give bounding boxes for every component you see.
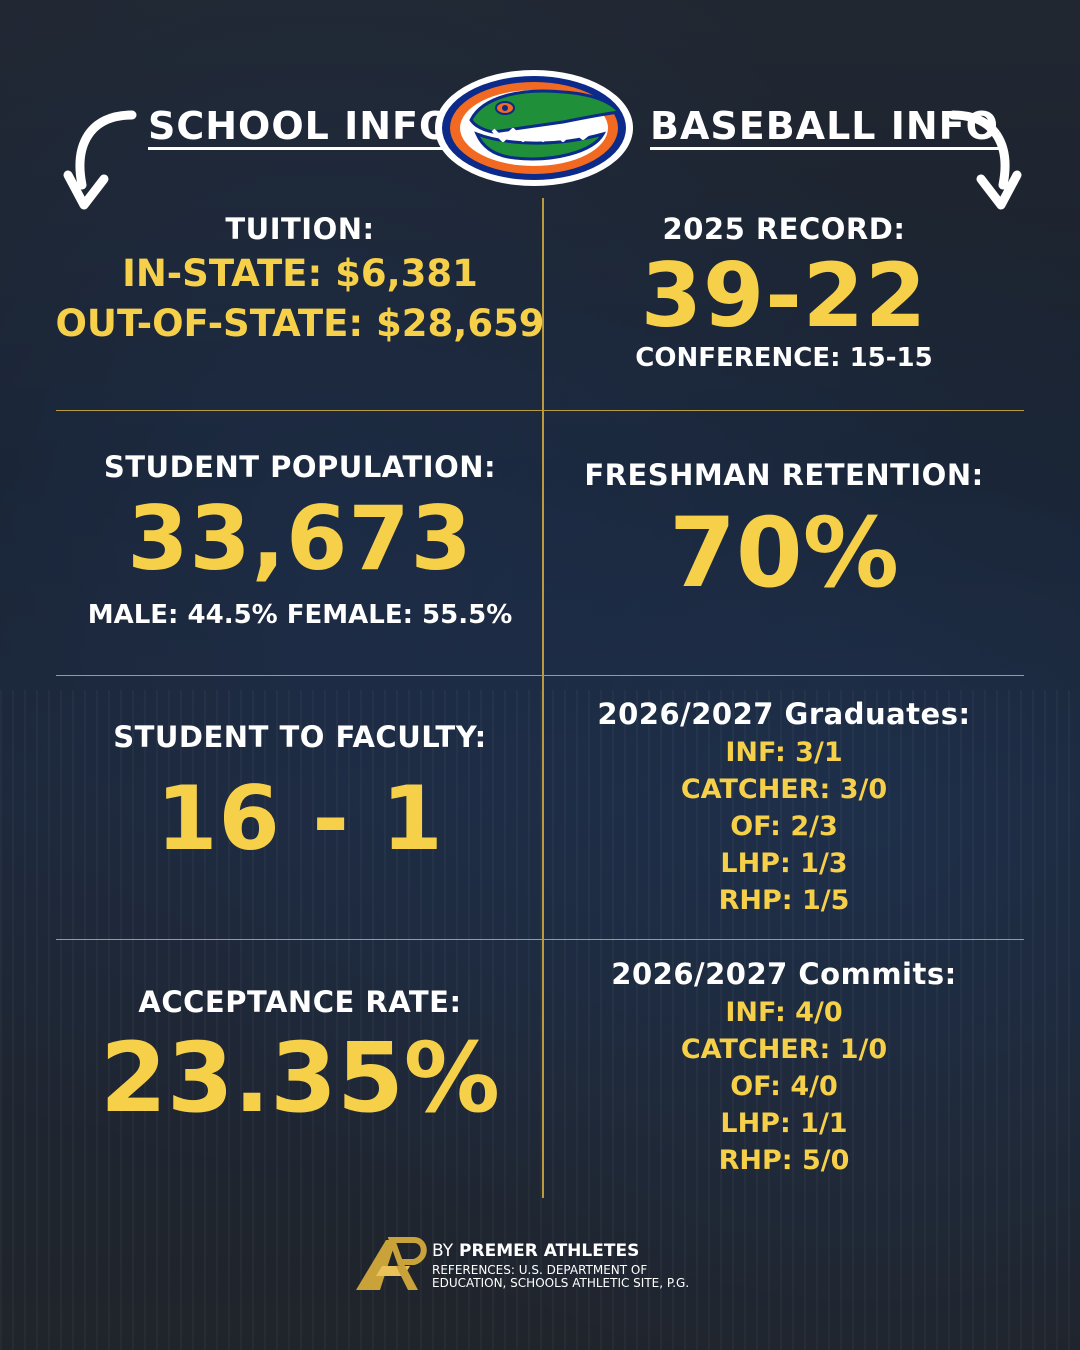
- list-item: OF: 4/0: [730, 1071, 838, 1102]
- footer-references: REFERENCES: U.S. DEPARTMENT OF EDUCATION…: [432, 1264, 689, 1290]
- commits-list: INF: 4/0 CATCHER: 1/0 OF: 4/0 LHP: 1/1 R…: [544, 994, 1024, 1179]
- row-divider-3: [56, 939, 1024, 940]
- school-info-header: SCHOOL INFO: [148, 104, 453, 148]
- references-line-2: EDUCATION, SCHOOLS ATHLETIC SITE, P.G.: [432, 1276, 690, 1290]
- list-item: LHP: 1/3: [720, 848, 848, 879]
- tuition-in-state: IN-STATE: $6,381: [122, 252, 478, 295]
- list-item: CATCHER: 3/0: [680, 774, 888, 805]
- acceptance-rate-value: 23.35%: [100, 1022, 500, 1134]
- curved-arrow-right-icon: [948, 110, 1022, 210]
- premer-athletes-logo-icon: [356, 1237, 427, 1290]
- list-item: RHP: 5/0: [718, 1145, 850, 1176]
- student-population-value: 33,673: [127, 487, 473, 590]
- list-item: LHP: 1/1: [720, 1108, 848, 1139]
- gender-split: MALE: 44.5% FEMALE: 55.5%: [87, 600, 513, 630]
- tuition-out-of-state: OUT-OF-STATE: $28,659: [55, 302, 545, 345]
- tuition-label: TUITION:: [225, 212, 375, 246]
- list-item: CATCHER: 1/0: [680, 1034, 888, 1065]
- conference-record: CONFERENCE: 15-15: [635, 343, 933, 373]
- footer-by: BY: [432, 1241, 454, 1261]
- background-photo-pinstripes: [0, 690, 1080, 1350]
- student-faculty-label: STUDENT TO FACULTY:: [113, 720, 487, 754]
- graduates-label: 2026/2027 Graduates:: [597, 697, 971, 731]
- graduates-list: INF: 3/1 CATCHER: 3/0 OF: 2/3 LHP: 1/3 R…: [544, 734, 1024, 919]
- student-population-label: STUDENT POPULATION:: [103, 450, 497, 484]
- florida-gators-logo-icon: [435, 70, 633, 186]
- footer-credit: BY PREMER ATHLETES: [432, 1241, 639, 1261]
- record-value: 39-22: [640, 244, 928, 347]
- acceptance-rate-label: ACCEPTANCE RATE:: [138, 985, 462, 1019]
- list-item: INF: 3/1: [725, 737, 843, 768]
- record-label: 2025 RECORD:: [662, 212, 906, 246]
- column-divider: [542, 198, 544, 1198]
- commits-label: 2026/2027 Commits:: [611, 957, 957, 991]
- freshman-retention-value: 70%: [669, 497, 899, 609]
- list-item: OF: 2/3: [730, 811, 838, 842]
- row-divider-1: [56, 410, 1024, 411]
- student-faculty-value: 16 - 1: [156, 767, 444, 870]
- baseball-info-header: BASEBALL INFO: [650, 104, 999, 148]
- curved-arrow-left-icon: [63, 110, 137, 210]
- freshman-retention-label: FRESHMAN RETENTION:: [584, 458, 984, 492]
- list-item: INF: 4/0: [725, 997, 843, 1028]
- list-item: RHP: 1/5: [718, 885, 850, 916]
- references-line-1: REFERENCES: U.S. DEPARTMENT OF: [432, 1263, 648, 1277]
- footer-brand: PREMER ATHLETES: [459, 1241, 640, 1261]
- row-divider-2: [56, 675, 1024, 676]
